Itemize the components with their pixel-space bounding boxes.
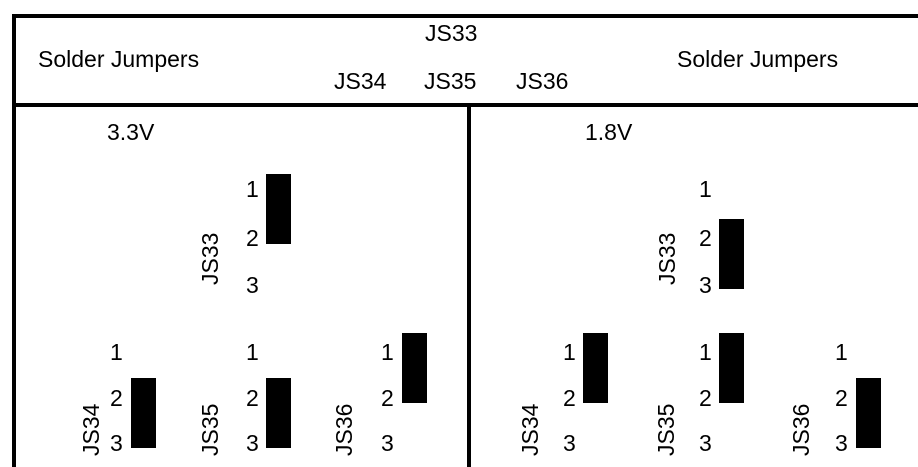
solder-bridge — [266, 378, 291, 448]
pin-label-1: 1 — [381, 339, 394, 365]
header-divider — [12, 103, 918, 107]
solder-bridge — [583, 333, 608, 403]
pin-label-3: 3 — [246, 272, 259, 298]
pin-label-3: 3 — [699, 272, 712, 298]
pin-label-1: 1 — [563, 339, 576, 365]
jumper-name-label: JS34 — [517, 403, 543, 456]
solder-bridge — [131, 378, 156, 448]
pin-label-2: 2 — [246, 225, 259, 251]
header-label-js33: JS33 — [425, 20, 478, 46]
left-border — [12, 14, 16, 467]
jumper-name-label: JS34 — [78, 403, 104, 456]
pin-label-2: 2 — [246, 385, 259, 411]
solder-bridge — [856, 378, 881, 448]
pin-label-3: 3 — [246, 430, 259, 456]
pin-label-1: 1 — [835, 339, 848, 365]
pin-label-1: 1 — [699, 339, 712, 365]
pin-label-2: 2 — [563, 385, 576, 411]
pin-label-1: 1 — [110, 339, 123, 365]
pin-label-2: 2 — [699, 225, 712, 251]
solder-bridge — [402, 333, 427, 403]
header-label-js35: JS35 — [424, 68, 477, 94]
jumper-name-label: JS36 — [788, 403, 814, 456]
jumper-name-label: JS36 — [331, 403, 357, 456]
pin-label-3: 3 — [381, 430, 394, 456]
solder-bridge — [719, 333, 744, 403]
voltage-label: 3.3V — [107, 119, 155, 145]
header-label-js34: JS34 — [334, 68, 387, 94]
top-border — [12, 14, 918, 18]
pin-label-2: 2 — [110, 385, 123, 411]
pin-label-3: 3 — [110, 430, 123, 456]
pin-label-3: 3 — [563, 430, 576, 456]
jumper-name-label: JS33 — [197, 232, 223, 285]
header-left-title: Solder Jumpers — [38, 46, 200, 72]
solder-bridge — [719, 219, 744, 289]
pin-label-1: 1 — [246, 176, 259, 202]
jumper-name-label: JS35 — [197, 403, 223, 456]
header-right-title: Solder Jumpers — [677, 46, 839, 72]
pin-label-2: 2 — [835, 385, 848, 411]
pin-label-1: 1 — [246, 339, 259, 365]
header-label-js36: JS36 — [516, 68, 569, 94]
jumper-name-label: JS33 — [654, 232, 680, 285]
pin-label-3: 3 — [835, 430, 848, 456]
pin-label-3: 3 — [699, 430, 712, 456]
pin-label-2: 2 — [381, 385, 394, 411]
jumper-name-label: JS35 — [653, 403, 679, 456]
panel-divider — [467, 103, 471, 467]
voltage-label: 1.8V — [585, 119, 633, 145]
solder-bridge — [266, 174, 291, 244]
pin-label-2: 2 — [699, 385, 712, 411]
pin-label-1: 1 — [699, 176, 712, 202]
